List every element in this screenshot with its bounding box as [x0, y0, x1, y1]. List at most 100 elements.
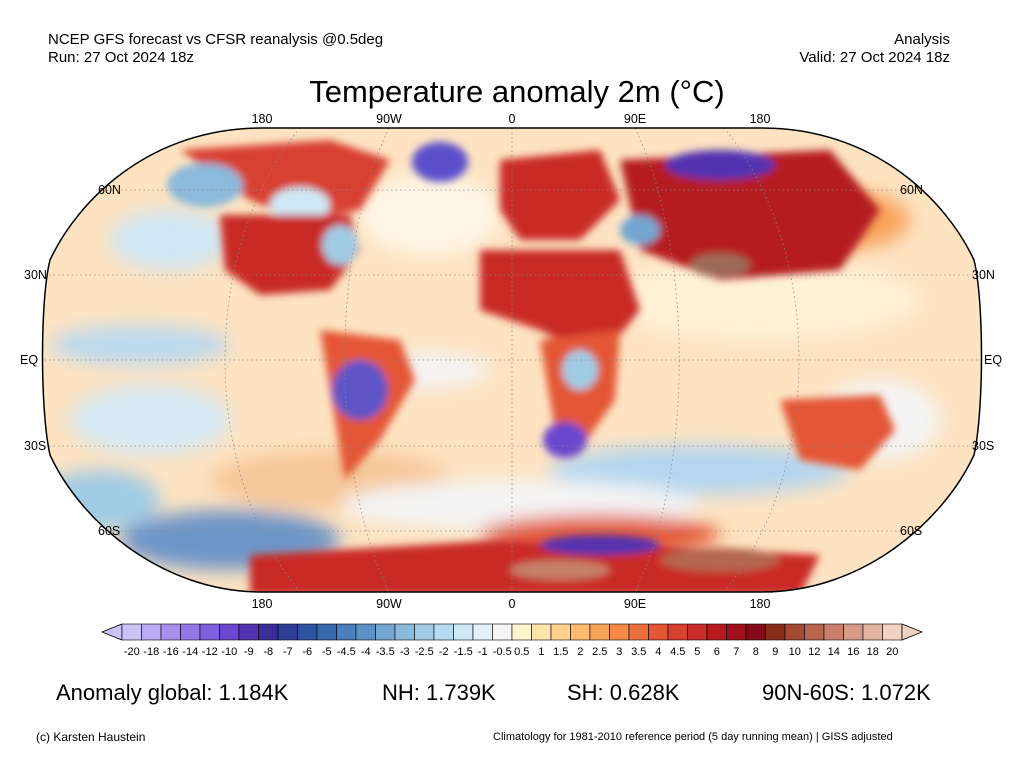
valid-time: Valid: 27 Oct 2024 18z	[799, 49, 950, 66]
sh-anomaly: SH: 0.628K	[567, 680, 680, 705]
lat-label-right: 60N	[900, 183, 923, 197]
colorbar-tick-label: -1.5	[453, 646, 473, 658]
run-time: Run: 27 Oct 2024 18z	[48, 49, 194, 66]
colorbar-tick-label: -20	[123, 646, 140, 658]
climatology-note: Climatology for 1981-2010 reference peri…	[493, 731, 893, 743]
lat-label-right: 30S	[972, 439, 995, 453]
colorbar-tick-label: 4.5	[670, 646, 686, 658]
colorbar-max-arrow	[901, 623, 924, 641]
colorbar-swatch	[433, 623, 454, 641]
global-anomaly: Anomaly global: 1.184K	[56, 680, 289, 705]
colorbar-tick-label: 0.5	[514, 646, 530, 658]
colorbar-swatch	[414, 623, 435, 641]
colorbar-swatch	[160, 623, 181, 641]
colorbar-swatch	[355, 623, 376, 641]
lat-label-right: 60S	[900, 524, 923, 538]
colorbar-swatch	[882, 623, 903, 641]
map-title: Temperature anomaly 2m (°C)	[309, 74, 725, 109]
colorbar-swatch	[199, 623, 220, 641]
lat-label-right: 30N	[972, 268, 995, 282]
colorbar-swatch	[862, 623, 883, 641]
colorbar-tick-label: -3	[399, 646, 410, 658]
analysis-label: Analysis	[894, 31, 950, 48]
nh-anomaly: NH: 1.739K	[382, 680, 496, 705]
land-anomaly-patches	[167, 140, 895, 592]
model-description: NCEP GFS forecast vs CFSR reanalysis @0.…	[48, 31, 384, 48]
colorbar-swatch	[745, 623, 766, 641]
colorbar-swatch	[550, 623, 571, 641]
colorbar-swatch	[531, 623, 552, 641]
lat-label-right: EQ	[984, 353, 1003, 367]
colorbar-tick-label: -0.5	[492, 646, 512, 658]
lon-label-top: 180	[749, 112, 771, 126]
colorbar-tick-label: -2.5	[414, 646, 434, 658]
colorbar-tick-label: -8	[263, 646, 274, 658]
colorbar-tick-label: 3	[616, 646, 623, 658]
colorbar-swatch	[706, 623, 727, 641]
lat-label-left: EQ	[20, 353, 39, 367]
colorbar-tick-label: 1	[538, 646, 545, 658]
colorbar-swatch	[589, 623, 610, 641]
lon-label-top: 90W	[376, 112, 402, 126]
colorbar-tick-label: 3.5	[631, 646, 647, 658]
colorbar-swatch	[238, 623, 259, 641]
graticule	[42, 128, 982, 592]
colorbar-swatch	[609, 623, 630, 641]
colorbar-tick-label: -4	[360, 646, 371, 658]
colorbar-swatch	[336, 623, 357, 641]
colorbar-swatch	[453, 623, 474, 641]
lon-label-bottom: 180	[251, 597, 273, 611]
colorbar-tick-label: -1	[477, 646, 488, 658]
colorbar-tick-label: 6	[713, 646, 720, 658]
colorbar-swatch	[316, 623, 337, 641]
colorbar-tick-label: 18	[866, 646, 879, 658]
colorbar-swatch	[472, 623, 493, 641]
lat-label-left: 30N	[24, 268, 47, 282]
colorbar-tick-label: -12	[201, 646, 218, 658]
copyright-credit: (c) Karsten Haustein	[36, 730, 146, 744]
colorbar-swatch	[297, 623, 318, 641]
colorbar-tick-label: 7	[733, 646, 740, 658]
lat-label-left: 60N	[98, 183, 121, 197]
colorbar-min-arrow	[100, 623, 123, 641]
colorbar-swatch	[492, 623, 513, 641]
colorbar-tick-label: 20	[886, 646, 899, 658]
colorbar-tick-label: 12	[808, 646, 821, 658]
lon-label-bottom: 0	[508, 597, 516, 611]
colorbar-tick-label: -10	[221, 646, 238, 658]
lon-label-bottom: 90E	[623, 597, 647, 611]
colorbar-tick-label: 14	[827, 646, 840, 658]
lat-label-left: 60S	[98, 524, 121, 538]
colorbar-swatch	[628, 623, 649, 641]
colorbar-swatch	[570, 623, 591, 641]
colorbar-tick-label: 8	[752, 646, 759, 658]
colorbar-tick-label: -9	[243, 646, 254, 658]
lon-label-top: 0	[508, 112, 516, 126]
colorbar-swatch	[277, 623, 298, 641]
colorbar-tick-label: 5	[694, 646, 701, 658]
colorbar-swatch	[219, 623, 240, 641]
colorbar-tick-label: -2	[438, 646, 449, 658]
colorbar-swatch	[823, 623, 844, 641]
colorbar-swatch	[648, 623, 669, 641]
colorbar-tick-label: 16	[847, 646, 860, 658]
colorbar-tick-label: -7	[282, 646, 293, 658]
colorbar-swatch	[804, 623, 825, 641]
colorbar-swatch	[375, 623, 396, 641]
colorbar-tick-label: 9	[772, 646, 779, 658]
colorbar-tick-label: 1.5	[553, 646, 569, 658]
colorbar-tick-label: -18	[143, 646, 160, 658]
colorbar-swatch	[687, 623, 708, 641]
colorbar-tick-label: 2	[577, 646, 584, 658]
colorbar-tick-label: -3.5	[375, 646, 395, 658]
colorbar-tick-label: 4	[655, 646, 662, 658]
lon-label-bottom: 180	[749, 597, 771, 611]
colorbar-swatch	[121, 623, 142, 641]
colorbar-tick-label: 2.5	[592, 646, 608, 658]
colorbar-swatch	[141, 623, 162, 641]
colorbar-swatch	[726, 623, 747, 641]
anomaly-field	[42, 128, 982, 592]
colorbar-tick-label: -4.5	[336, 646, 356, 658]
